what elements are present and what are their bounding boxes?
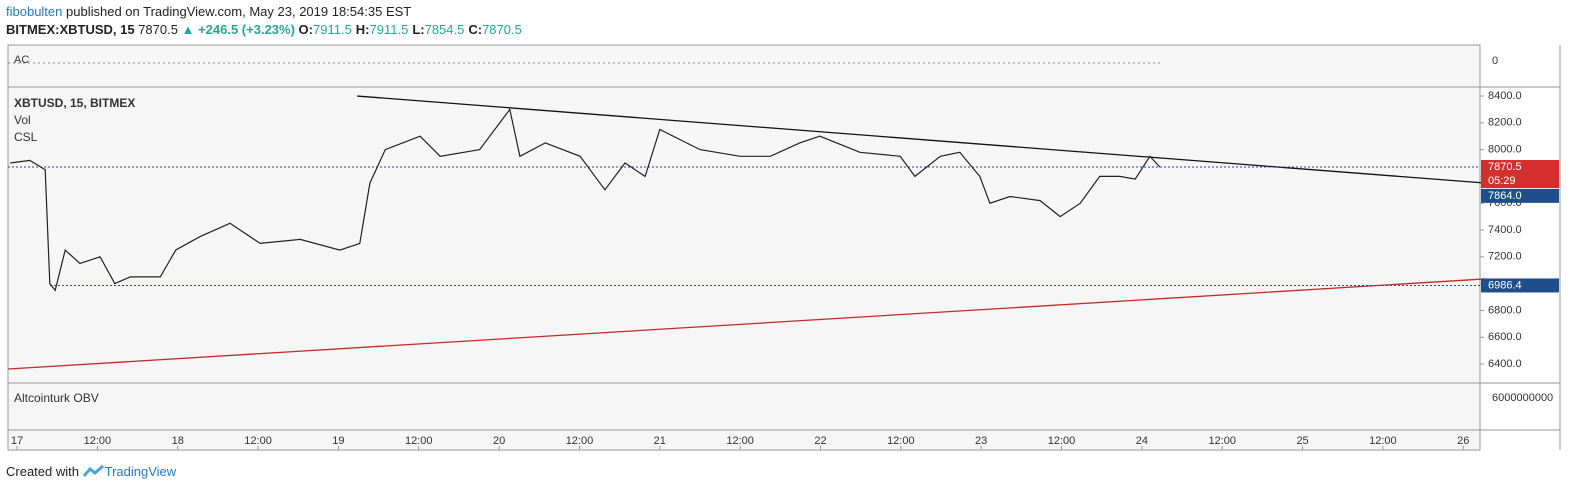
x-tick-label: 20 <box>493 435 505 447</box>
ohlc: O:7911.5 H:7911.5 L:7854.5 C:7870.5 <box>299 22 526 37</box>
y-tick-label: 6600.0 <box>1488 331 1522 343</box>
x-tick-label: 12:00 <box>405 435 433 447</box>
price-box <box>1481 278 1559 293</box>
trendline <box>8 278 1485 370</box>
x-tick-label: 25 <box>1296 435 1308 447</box>
pane-label: Vol <box>14 113 31 127</box>
price-box <box>1481 188 1559 203</box>
created: Created with <box>6 464 79 479</box>
last: 7870.5 <box>138 22 178 37</box>
x-tick-label: 12:00 <box>1208 435 1236 447</box>
y-tick-label: 8400.0 <box>1488 90 1522 102</box>
price-label: 6986.4 <box>1488 279 1522 291</box>
y-tick-label: 8200.0 <box>1488 117 1522 129</box>
user[interactable]: fibobulten <box>6 4 63 19</box>
ohlc-label: L: <box>412 22 425 37</box>
ohlc-value: 7870.5 <box>482 22 522 37</box>
x-tick-label: 17 <box>11 435 23 447</box>
logo <box>82 464 104 477</box>
x-tick-label: 12:00 <box>84 435 112 447</box>
y-tick-label: 8000.0 <box>1488 144 1522 156</box>
y-tick-label: 6000000000 <box>1492 392 1553 404</box>
x-tick-label: 22 <box>814 435 826 447</box>
ohlc-value: 7854.5 <box>424 22 465 37</box>
ohlc-label: O: <box>298 22 313 37</box>
x-tick-label: 12:00 <box>566 435 594 447</box>
trendline <box>357 95 1485 184</box>
price-box <box>1481 159 1559 174</box>
ohlc-label: H: <box>355 22 370 37</box>
price-line-series <box>10 107 1161 292</box>
brand[interactable]: TradingView <box>104 464 177 479</box>
x-tick-label: 12:00 <box>244 435 272 447</box>
y-tick-label: 6400.0 <box>1488 358 1522 370</box>
y-tick-label: 7400.0 <box>1488 224 1522 236</box>
pane-label: CSL <box>14 130 38 144</box>
ohlc-label: C: <box>468 22 483 37</box>
symbol-line: BITMEX:XBTUSD, 15 7870.5 ▲ +246.5 (+3.23… <box>6 22 526 37</box>
ohlc-value: 7911.5 <box>313 22 352 37</box>
footer: Created with TradingView <box>6 464 176 479</box>
y-tick-label: 7200.0 <box>1488 251 1522 263</box>
pane-label: XBTUSD, 15, BITMEX <box>14 96 135 110</box>
x-tick-label: 12:00 <box>887 435 915 447</box>
countdown-box <box>1481 173 1559 188</box>
x-tick-label: 21 <box>654 435 666 447</box>
x-tick-label: 12:00 <box>1048 435 1076 447</box>
chart-frame <box>7 44 1481 451</box>
pane-label: AC <box>14 54 29 66</box>
published: published on TradingView.com, May 23, 20… <box>66 4 412 19</box>
x-tick-label: 18 <box>172 435 184 447</box>
price-label: 7864.0 <box>1488 190 1522 202</box>
chart: AC 0 XBTUSD, 15, BITMEX Vol CSL Altcoint… <box>7 44 1561 451</box>
y-tick-label: 0 <box>1492 55 1498 67</box>
header-line: fibobulten published on TradingView.com,… <box>6 4 411 19</box>
symbol: BITMEX:XBTUSD, 15 <box>6 22 135 37</box>
x-tick-label: 24 <box>1136 435 1148 447</box>
price-label: 7870.5 <box>1488 161 1522 173</box>
x-tick-label: 19 <box>332 435 344 447</box>
ohlc-value: 7911.5 <box>369 22 409 37</box>
x-tick-label: 26 <box>1457 435 1469 447</box>
x-tick-label: 12:00 <box>1369 435 1397 447</box>
x-tick-label: 23 <box>975 435 987 447</box>
y-tick-label: 6800.0 <box>1488 304 1522 316</box>
countdown: 05:29 <box>1488 175 1516 187</box>
pane-label: Altcointurk OBV <box>14 391 99 405</box>
x-tick-label: 12:00 <box>726 435 754 447</box>
change: ▲ +246.5 (+3.23%) <box>181 22 295 37</box>
